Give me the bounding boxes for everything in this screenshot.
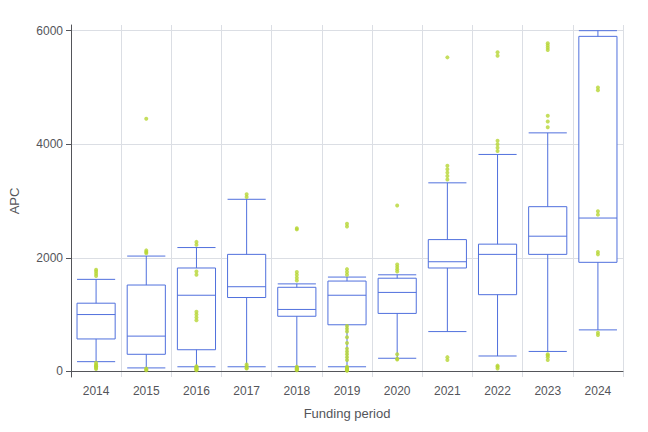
svg-text:APC: APC [7, 188, 22, 215]
svg-text:2018: 2018 [283, 384, 310, 398]
svg-text:2000: 2000 [36, 251, 63, 265]
svg-text:2024: 2024 [585, 384, 612, 398]
svg-text:2021: 2021 [434, 384, 461, 398]
svg-text:2019: 2019 [334, 384, 361, 398]
svg-text:2014: 2014 [83, 384, 110, 398]
svg-text:2015: 2015 [133, 384, 160, 398]
svg-text:Funding period: Funding period [304, 406, 391, 421]
svg-text:0: 0 [56, 364, 63, 378]
svg-text:2017: 2017 [233, 384, 260, 398]
svg-text:6000: 6000 [36, 24, 63, 38]
svg-text:4000: 4000 [36, 137, 63, 151]
svg-text:2020: 2020 [384, 384, 411, 398]
svg-text:2022: 2022 [484, 384, 511, 398]
svg-text:2016: 2016 [183, 384, 210, 398]
svg-text:2023: 2023 [534, 384, 561, 398]
